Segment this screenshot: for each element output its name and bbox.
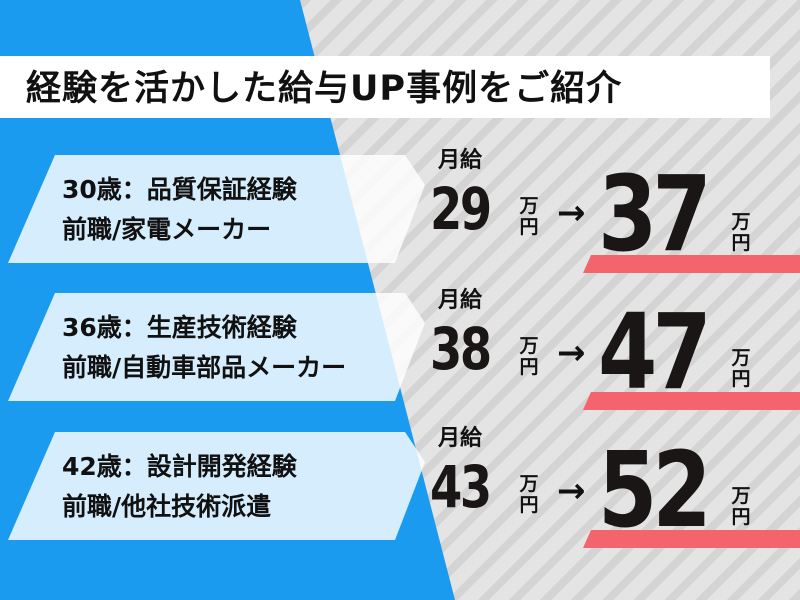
case-age-experience: 30歳：品質保証経験	[62, 175, 297, 204]
unit-man: 万	[519, 195, 539, 217]
case-previous-job: 前職/家電メーカー	[62, 215, 272, 244]
unit-man: 万	[731, 211, 751, 233]
salary-after-unit: 万円	[730, 486, 752, 528]
salary-after-unit: 万円	[730, 348, 752, 390]
unit-man: 万	[731, 485, 751, 507]
case-card	[8, 155, 425, 263]
salary-before: 29	[430, 175, 492, 243]
unit-en: 円	[519, 216, 539, 238]
salary-after-unit: 万円	[730, 212, 752, 254]
page-title: 経験を活かした給与UP事例をご紹介	[26, 69, 623, 109]
highlight-stripe	[583, 392, 800, 410]
salary-label: 月給	[438, 426, 483, 451]
salary-before: 43	[430, 453, 492, 521]
case-previous-job: 前職/自動車部品メーカー	[62, 353, 347, 382]
arrow-icon: →	[557, 193, 586, 233]
case-profile: 36歳：生産技術経験 前職/自動車部品メーカー	[62, 308, 346, 388]
case-card	[8, 432, 425, 540]
unit-man: 万	[519, 335, 539, 357]
title-bar	[0, 56, 770, 118]
unit-en: 円	[731, 232, 751, 254]
salary-before-unit: 万円	[518, 336, 540, 378]
unit-en: 円	[731, 506, 751, 528]
highlight-stripe	[583, 255, 800, 273]
salary-before-unit: 万円	[518, 196, 540, 238]
salary-label: 月給	[438, 288, 483, 313]
case-profile: 30歳：品質保証経験 前職/家電メーカー	[62, 170, 297, 250]
arrow-icon: →	[557, 471, 586, 511]
salary-after: 47	[598, 291, 712, 413]
arrow-icon: →	[557, 333, 586, 373]
unit-man: 万	[731, 347, 751, 369]
unit-en: 円	[731, 368, 751, 390]
salary-label: 月給	[438, 148, 483, 173]
case-profile: 42歳：設計開発経験 前職/他社技術派遣	[62, 447, 297, 527]
unit-man: 万	[519, 473, 539, 495]
case-age-experience: 42歳：設計開発経験	[62, 452, 297, 481]
unit-en: 円	[519, 494, 539, 516]
unit-en: 円	[519, 356, 539, 378]
case-card	[8, 293, 425, 401]
salary-after: 52	[598, 429, 712, 551]
salary-before-unit: 万円	[518, 474, 540, 516]
highlight-stripe	[583, 530, 800, 548]
case-previous-job: 前職/他社技術派遣	[62, 492, 272, 521]
salary-before: 38	[430, 315, 492, 383]
salary-after: 37	[598, 153, 712, 275]
case-age-experience: 36歳：生産技術経験	[62, 313, 297, 342]
